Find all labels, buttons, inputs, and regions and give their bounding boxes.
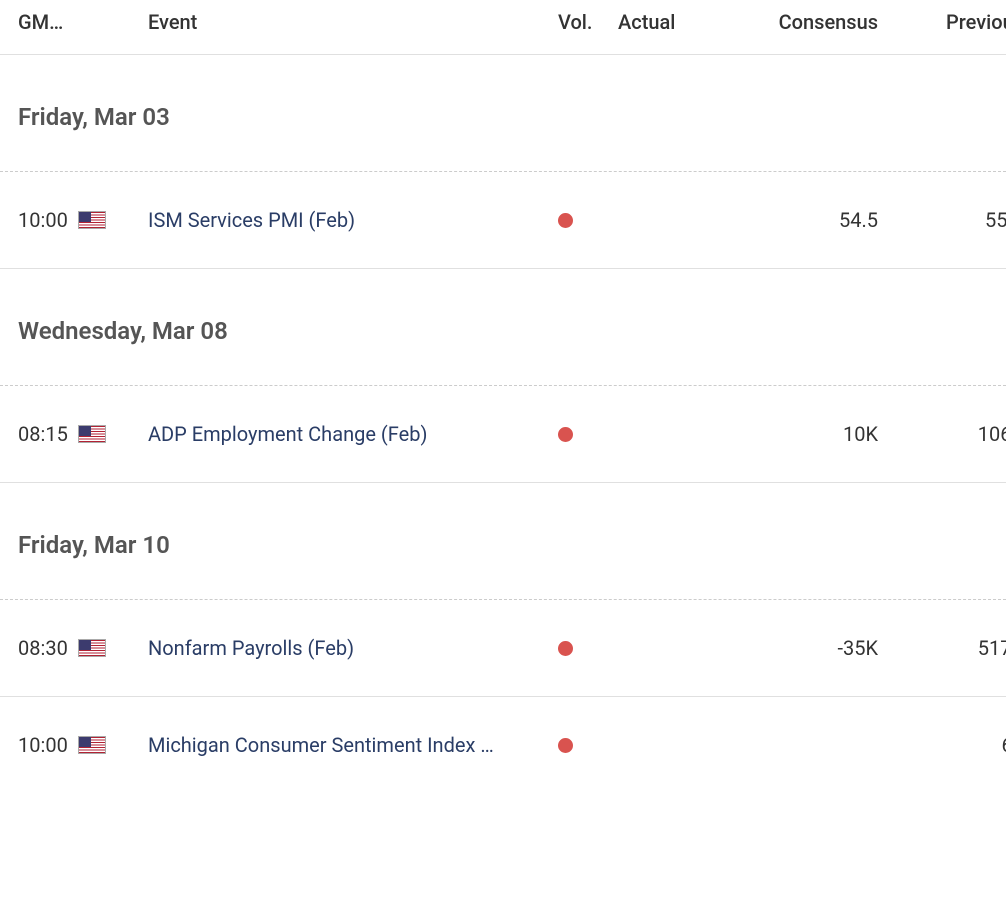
country-flag-cell	[78, 736, 148, 754]
event-row[interactable]: 10:00 ISM Services PMI (Feb) 54.5 55.2	[0, 172, 1006, 269]
country-flag-cell	[78, 639, 148, 657]
us-flag-icon	[78, 639, 106, 657]
us-flag-icon	[78, 425, 106, 443]
event-time: 10:00	[18, 208, 78, 232]
event-name[interactable]: ADP Employment Change (Feb)	[148, 422, 558, 446]
event-previous: 517K	[888, 636, 1006, 660]
column-header-gmt[interactable]: GM…	[18, 10, 78, 34]
us-flag-icon	[78, 211, 106, 229]
column-header-actual[interactable]: Actual	[618, 10, 748, 34]
volatility-cell	[558, 427, 618, 442]
event-consensus: 10K	[748, 422, 888, 446]
column-header-volatility[interactable]: Vol.	[558, 10, 618, 34]
volatility-high-icon	[558, 427, 573, 442]
event-previous: 67	[888, 733, 1006, 757]
event-time: 08:30	[18, 636, 78, 660]
us-flag-icon	[78, 736, 106, 754]
volatility-high-icon	[558, 738, 573, 753]
date-group-header: Friday, Mar 10	[0, 483, 1006, 600]
event-row[interactable]: 08:30 Nonfarm Payrolls (Feb) -35K 517K	[0, 600, 1006, 697]
volatility-cell	[558, 641, 618, 656]
event-consensus: -35K	[748, 636, 888, 660]
country-flag-cell	[78, 425, 148, 443]
volatility-cell	[558, 738, 618, 753]
event-consensus: 54.5	[748, 208, 888, 232]
country-flag-cell	[78, 211, 148, 229]
event-name[interactable]: Nonfarm Payrolls (Feb)	[148, 636, 558, 660]
table-header-row: GM… Event Vol. Actual Consensus Previous	[0, 0, 1006, 55]
column-header-previous[interactable]: Previous	[888, 10, 1006, 34]
event-row[interactable]: 10:00 Michigan Consumer Sentiment Index …	[0, 697, 1006, 793]
event-previous: 55.2	[888, 208, 1006, 232]
event-name[interactable]: ISM Services PMI (Feb)	[148, 208, 558, 232]
date-group-header: Wednesday, Mar 08	[0, 269, 1006, 386]
volatility-high-icon	[558, 641, 573, 656]
date-group-header: Friday, Mar 03	[0, 55, 1006, 172]
column-header-consensus[interactable]: Consensus	[748, 10, 888, 34]
volatility-cell	[558, 213, 618, 228]
event-name[interactable]: Michigan Consumer Sentiment Index …	[148, 733, 558, 757]
event-row[interactable]: 08:15 ADP Employment Change (Feb) 10K 10…	[0, 386, 1006, 483]
economic-calendar-table: GM… Event Vol. Actual Consensus Previous…	[0, 0, 1006, 793]
column-header-event[interactable]: Event	[148, 10, 558, 34]
volatility-high-icon	[558, 213, 573, 228]
event-previous: 106K	[888, 422, 1006, 446]
event-time: 10:00	[18, 733, 78, 757]
event-time: 08:15	[18, 422, 78, 446]
